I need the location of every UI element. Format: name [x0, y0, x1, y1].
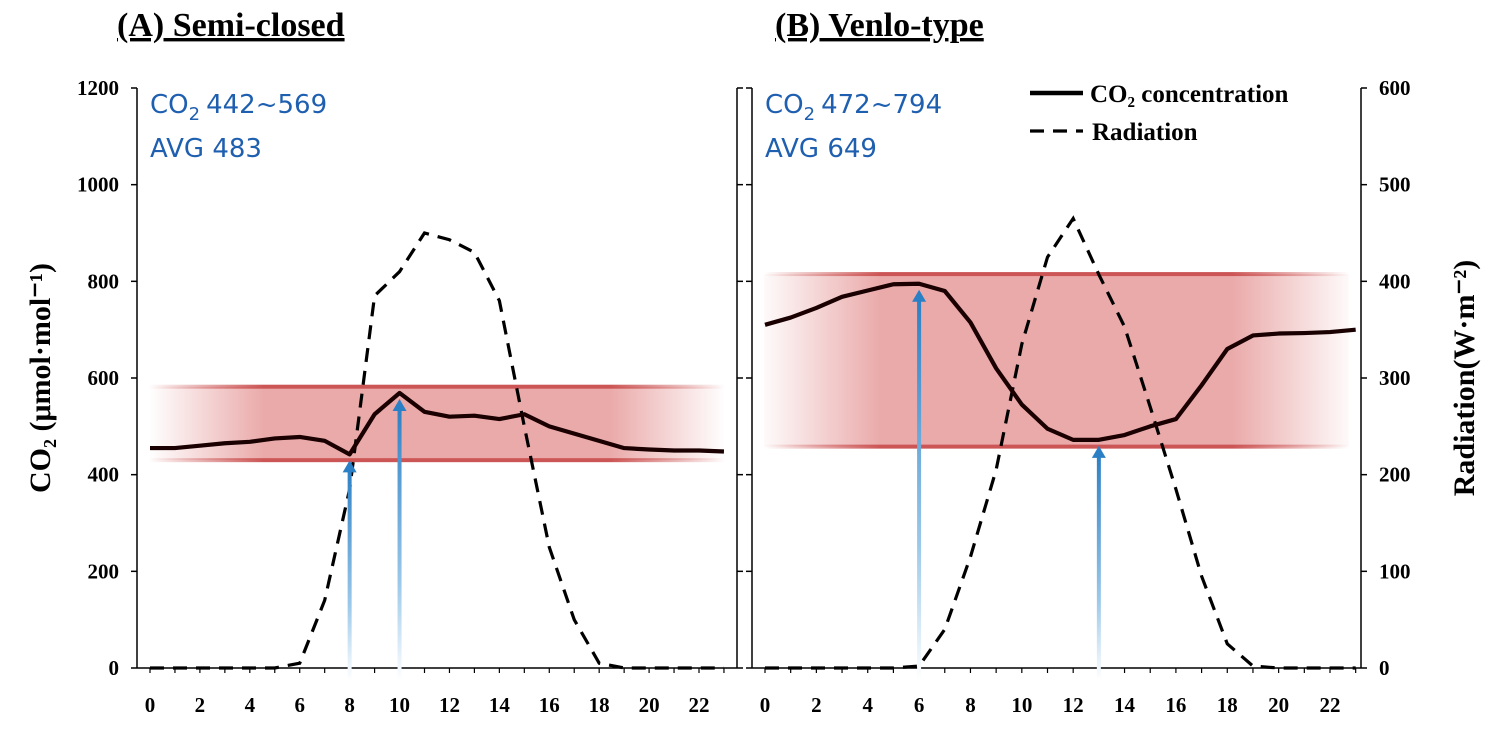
annotation-avg-b: AVG 649	[765, 134, 877, 164]
x-tick-label-b: 0	[760, 693, 771, 717]
x-tick-label-a: 10	[389, 693, 410, 717]
y-tick-label-left: 0	[109, 656, 120, 680]
arrow-shaft-a	[397, 406, 402, 680]
range-band-bottom-edge-b	[764, 444, 1349, 449]
y-tick-label-left: 400	[88, 463, 120, 487]
radiation-series-line-a	[150, 231, 724, 670]
y-tick-label-left: 1000	[77, 173, 119, 197]
y-tick-label-right: 500	[1379, 173, 1411, 197]
arrow-head-a	[392, 398, 407, 411]
x-tick-label-a: 22	[689, 693, 710, 717]
lines-layer	[150, 215, 1356, 670]
arrow-head-b	[1091, 445, 1106, 458]
arrow-head-b	[912, 289, 927, 302]
x-tick-label-a: 6	[294, 693, 305, 717]
x-tick-label-a: 8	[344, 693, 355, 717]
x-tick-label-a: 0	[145, 693, 156, 717]
x-tick-label-b: 10	[1011, 693, 1032, 717]
x-tick-label-b: 16	[1165, 693, 1186, 717]
y-tick-label-right: 0	[1379, 656, 1390, 680]
y-tick-label-left: 1200	[77, 76, 119, 100]
x-tick-label-a: 2	[195, 693, 206, 717]
arrows-layer	[342, 289, 1106, 680]
annotation-avg-a: AVG 483	[150, 134, 262, 164]
x-tick-label-a: 16	[539, 693, 560, 717]
arrow-shaft-b	[1096, 453, 1101, 680]
x-tick-label-a: 4	[245, 693, 256, 717]
band-layer	[149, 272, 1349, 463]
x-tick-label-b: 4	[862, 693, 873, 717]
y-tick-label-right: 200	[1379, 463, 1411, 487]
arrow-shaft-b	[917, 297, 922, 680]
y-tick-label-right: 600	[1379, 76, 1411, 100]
co2-series-line-a	[150, 390, 725, 457]
y-tick-label-right: 300	[1379, 366, 1411, 390]
x-tick-label-a: 20	[639, 693, 660, 717]
y-tick-label-left: 600	[88, 366, 120, 390]
y-axis-left-title: CO₂ (μmol·mol⁻¹)	[24, 263, 57, 493]
annotation-co2-range-b: CO2 472~794	[765, 90, 942, 125]
x-tick-label-b: 22	[1320, 693, 1341, 717]
x-tick-label-b: 8	[965, 693, 976, 717]
panel-title-a: (A) Semi-closed	[117, 7, 345, 44]
x-tick-label-a: 18	[589, 693, 610, 717]
legend-radiation-label: Radiation	[1092, 119, 1198, 146]
axes-layer	[131, 87, 1367, 673]
range-band-top-edge-a	[149, 384, 725, 389]
radiation-series-line-b	[765, 215, 1356, 670]
x-tick-label-b: 6	[914, 693, 925, 717]
y-tick-label-left: 200	[88, 559, 120, 583]
range-band-top-edge-b	[764, 272, 1349, 277]
x-tick-label-b: 12	[1063, 693, 1084, 717]
arrow-head-a	[342, 460, 357, 473]
arrow-shaft-a	[347, 468, 352, 680]
x-tick-label-b: 14	[1114, 693, 1136, 717]
x-tick-label-b: 2	[811, 693, 822, 717]
x-tick-label-b: 20	[1268, 693, 1289, 717]
x-tick-label-a: 12	[439, 693, 460, 717]
annotation-co2-range-a: CO2 442~569	[150, 90, 327, 125]
y-tick-label-left: 800	[88, 269, 120, 293]
range-band-b	[764, 274, 1349, 447]
y-tick-label-right: 100	[1379, 559, 1411, 583]
x-tick-label-b: 18	[1217, 693, 1238, 717]
legend-co2-label: CO₂ concentration	[1090, 81, 1289, 108]
y-tick-label-right: 400	[1379, 269, 1411, 293]
range-band-bottom-edge-a	[149, 458, 725, 463]
panel-title-b: (B) Venlo-type	[775, 7, 984, 44]
x-tick-label-a: 14	[489, 693, 511, 717]
y-axis-right-title: Radiation(W·m⁻²)	[1448, 260, 1481, 497]
co2-series-line-b	[764, 281, 1356, 442]
